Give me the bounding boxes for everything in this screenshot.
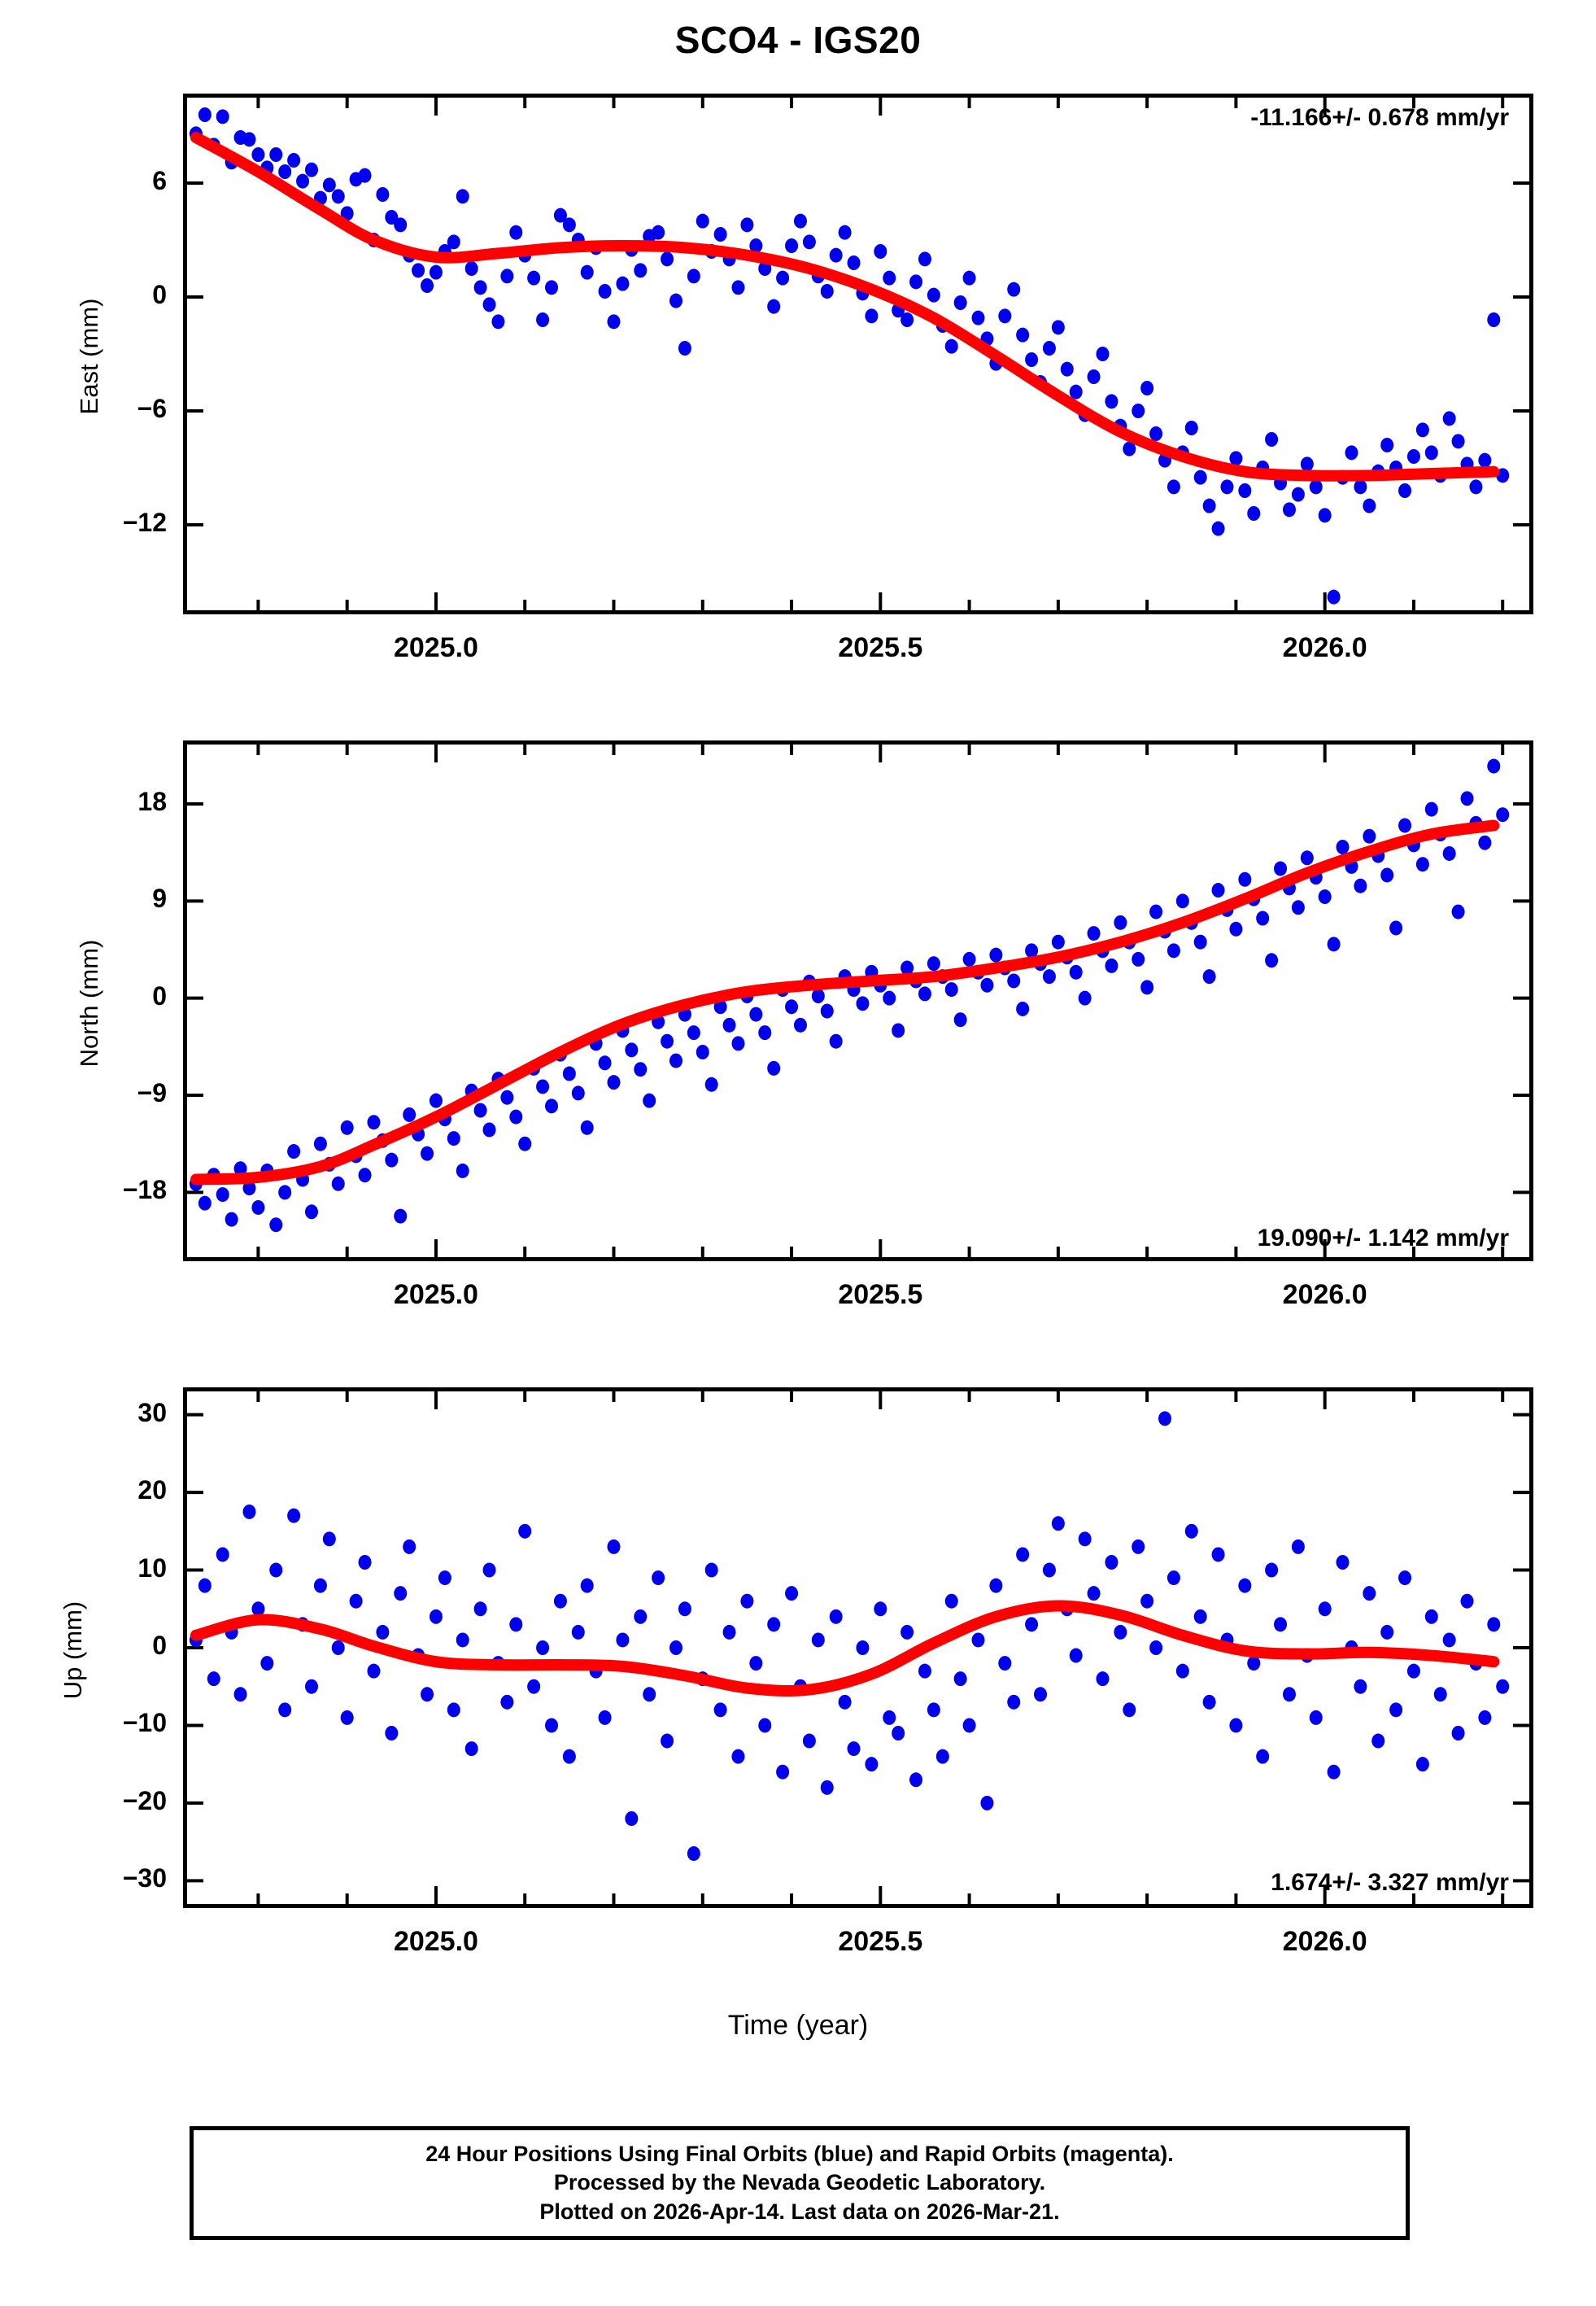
east-xtick-label: 2026.0 bbox=[1282, 632, 1367, 663]
north-xtick-label: 2026.0 bbox=[1282, 1279, 1367, 1310]
panel-north bbox=[183, 740, 1533, 1261]
caption-line-3: Plotted on 2026-Apr-14. Last data on 202… bbox=[539, 2199, 1060, 2224]
caption-box: 24 Hour Positions Using Final Orbits (bl… bbox=[190, 2126, 1410, 2240]
east-ytick-label: −12 bbox=[122, 508, 167, 537]
north-ytick-label: 18 bbox=[137, 786, 167, 816]
panel-up bbox=[183, 1387, 1533, 1908]
up-xtick-label: 2025.5 bbox=[838, 1926, 923, 1957]
up-plot-area bbox=[187, 1391, 1529, 1904]
up-ytick-label: 30 bbox=[137, 1397, 167, 1427]
x-axis-label: Time (year) bbox=[727, 2010, 869, 2041]
north-ytick-label: −18 bbox=[122, 1175, 167, 1205]
east-xtick-label: 2025.0 bbox=[393, 632, 478, 663]
up-rate-annotation: 1.674+/- 3.327 mm/yr bbox=[1271, 1869, 1509, 1896]
up-ytick-label: 10 bbox=[137, 1553, 167, 1583]
panel-east bbox=[183, 94, 1533, 614]
up-ytick-label: −20 bbox=[122, 1785, 167, 1815]
up-ytick-label: −10 bbox=[122, 1708, 167, 1738]
north-ytick-label: 9 bbox=[152, 884, 167, 914]
east-xtick-label: 2025.5 bbox=[838, 632, 923, 663]
north-xtick-label: 2025.0 bbox=[393, 1279, 478, 1310]
east-ytick-label: 6 bbox=[152, 166, 167, 195]
up-ytick-label: 20 bbox=[137, 1475, 167, 1505]
north-xtick-label: 2025.5 bbox=[838, 1279, 923, 1310]
caption-line-1: 24 Hour Positions Using Final Orbits (bl… bbox=[425, 2142, 1174, 2167]
up-xtick-label: 2025.0 bbox=[393, 1926, 478, 1957]
north-plot-area bbox=[187, 745, 1529, 1257]
north-rate-annotation: 19.090+/- 1.142 mm/yr bbox=[1257, 1225, 1509, 1251]
page-title: SCO4 - IGS20 bbox=[674, 19, 922, 61]
north-ytick-label: −9 bbox=[137, 1078, 167, 1108]
east-plot-area bbox=[187, 98, 1529, 610]
up-ytick-label: 0 bbox=[152, 1631, 167, 1660]
caption-line-2: Processed by the Nevada Geodetic Laborat… bbox=[553, 2170, 1046, 2195]
east-rate-annotation: -11.166+/- 0.678 mm/yr bbox=[1250, 104, 1509, 131]
north-ytick-label: 0 bbox=[152, 980, 167, 1011]
up-xtick-label: 2026.0 bbox=[1282, 1926, 1367, 1957]
up-ytick-label: −30 bbox=[122, 1863, 167, 1893]
east-ytick-label: 0 bbox=[152, 280, 167, 309]
east-ytick-label: −6 bbox=[137, 394, 167, 423]
